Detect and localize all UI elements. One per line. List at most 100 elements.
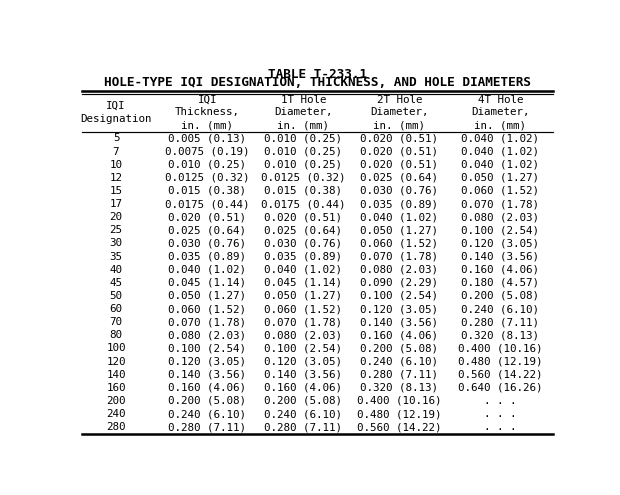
- Text: 0.480 (12.19): 0.480 (12.19): [458, 356, 542, 366]
- Text: 0.120 (3.05): 0.120 (3.05): [168, 356, 246, 366]
- Text: 20: 20: [110, 212, 122, 222]
- Text: 120: 120: [106, 356, 126, 366]
- Text: 0.180 (4.57): 0.180 (4.57): [461, 278, 539, 288]
- Text: 0.480 (12.19): 0.480 (12.19): [357, 409, 441, 419]
- Text: 0.040 (1.02): 0.040 (1.02): [461, 147, 539, 156]
- Text: 0.140 (3.56): 0.140 (3.56): [264, 370, 342, 380]
- Text: IQI
Thickness,
in. (mm): IQI Thickness, in. (mm): [175, 95, 240, 130]
- Text: 0.020 (0.51): 0.020 (0.51): [360, 147, 438, 156]
- Text: 0.240 (6.10): 0.240 (6.10): [264, 409, 342, 419]
- Text: 0.200 (5.08): 0.200 (5.08): [264, 396, 342, 406]
- Text: 25: 25: [110, 225, 122, 235]
- Text: 60: 60: [110, 304, 122, 314]
- Text: 12: 12: [110, 173, 122, 183]
- Text: 0.100 (2.54): 0.100 (2.54): [264, 344, 342, 353]
- Text: 0.240 (6.10): 0.240 (6.10): [168, 409, 246, 419]
- Text: 0.070 (1.78): 0.070 (1.78): [168, 317, 246, 327]
- Text: 0.140 (3.56): 0.140 (3.56): [461, 251, 539, 261]
- Text: 0.060 (1.52): 0.060 (1.52): [461, 186, 539, 196]
- Text: 280: 280: [106, 422, 126, 432]
- Text: 0.070 (1.78): 0.070 (1.78): [360, 251, 438, 261]
- Text: . . .: . . .: [484, 396, 516, 406]
- Text: 0.100 (2.54): 0.100 (2.54): [168, 344, 246, 353]
- Text: 0.0175 (0.44): 0.0175 (0.44): [261, 199, 345, 209]
- Text: 0.280 (7.11): 0.280 (7.11): [360, 370, 438, 380]
- Text: 0.025 (0.64): 0.025 (0.64): [168, 225, 246, 235]
- Text: 0.0125 (0.32): 0.0125 (0.32): [165, 173, 249, 183]
- Text: 240: 240: [106, 409, 126, 419]
- Text: 0.140 (3.56): 0.140 (3.56): [168, 370, 246, 380]
- Text: 15: 15: [110, 186, 122, 196]
- Text: 140: 140: [106, 370, 126, 380]
- Text: 0.010 (0.25): 0.010 (0.25): [168, 159, 246, 170]
- Text: 0.160 (4.06): 0.160 (4.06): [168, 383, 246, 393]
- Text: 0.040 (1.02): 0.040 (1.02): [360, 212, 438, 222]
- Text: 0.030 (0.76): 0.030 (0.76): [264, 239, 342, 248]
- Text: 0.240 (6.10): 0.240 (6.10): [360, 356, 438, 366]
- Text: 0.100 (2.54): 0.100 (2.54): [461, 225, 539, 235]
- Text: 0.070 (1.78): 0.070 (1.78): [461, 199, 539, 209]
- Text: 0.0125 (0.32): 0.0125 (0.32): [261, 173, 345, 183]
- Text: 0.015 (0.38): 0.015 (0.38): [264, 186, 342, 196]
- Text: 2T Hole
Diameter,
in. (mm): 2T Hole Diameter, in. (mm): [370, 95, 428, 130]
- Text: 200: 200: [106, 396, 126, 406]
- Text: 0.030 (0.76): 0.030 (0.76): [360, 186, 438, 196]
- Text: 0.050 (1.27): 0.050 (1.27): [264, 291, 342, 301]
- Text: 0.400 (10.16): 0.400 (10.16): [458, 344, 542, 353]
- Text: 80: 80: [110, 330, 122, 340]
- Text: 0.025 (0.64): 0.025 (0.64): [360, 173, 438, 183]
- Text: 0.320 (8.13): 0.320 (8.13): [461, 330, 539, 340]
- Text: 0.280 (7.11): 0.280 (7.11): [264, 422, 342, 432]
- Text: 0.080 (2.03): 0.080 (2.03): [168, 330, 246, 340]
- Text: 17: 17: [110, 199, 122, 209]
- Text: 45: 45: [110, 278, 122, 288]
- Text: 0.200 (5.08): 0.200 (5.08): [168, 396, 246, 406]
- Text: 0.080 (2.03): 0.080 (2.03): [360, 265, 438, 275]
- Text: 0.090 (2.29): 0.090 (2.29): [360, 278, 438, 288]
- Text: 5: 5: [113, 133, 119, 144]
- Text: 35: 35: [110, 251, 122, 261]
- Text: 0.060 (1.52): 0.060 (1.52): [360, 239, 438, 248]
- Text: 0.160 (4.06): 0.160 (4.06): [264, 383, 342, 393]
- Text: 0.040 (1.02): 0.040 (1.02): [168, 265, 246, 275]
- Text: 0.240 (6.10): 0.240 (6.10): [461, 304, 539, 314]
- Text: 160: 160: [106, 383, 126, 393]
- Text: . . .: . . .: [484, 409, 516, 419]
- Text: 0.035 (0.89): 0.035 (0.89): [360, 199, 438, 209]
- Text: 0.045 (1.14): 0.045 (1.14): [168, 278, 246, 288]
- Text: 0.010 (0.25): 0.010 (0.25): [264, 133, 342, 144]
- Text: 1T Hole
Diameter,
in. (mm): 1T Hole Diameter, in. (mm): [274, 95, 332, 130]
- Text: 0.020 (0.51): 0.020 (0.51): [168, 212, 246, 222]
- Text: 0.640 (16.26): 0.640 (16.26): [458, 383, 542, 393]
- Text: 0.320 (8.13): 0.320 (8.13): [360, 383, 438, 393]
- Text: 0.050 (1.27): 0.050 (1.27): [461, 173, 539, 183]
- Text: 0.280 (7.11): 0.280 (7.11): [461, 317, 539, 327]
- Text: 0.050 (1.27): 0.050 (1.27): [360, 225, 438, 235]
- Text: 0.080 (2.03): 0.080 (2.03): [461, 212, 539, 222]
- Text: 0.050 (1.27): 0.050 (1.27): [168, 291, 246, 301]
- Text: 30: 30: [110, 239, 122, 248]
- Text: 0.020 (0.51): 0.020 (0.51): [360, 159, 438, 170]
- Text: 0.005 (0.13): 0.005 (0.13): [168, 133, 246, 144]
- Text: 0.120 (3.05): 0.120 (3.05): [360, 304, 438, 314]
- Text: 4T Hole
Diameter,
in. (mm): 4T Hole Diameter, in. (mm): [471, 95, 529, 130]
- Text: 0.060 (1.52): 0.060 (1.52): [168, 304, 246, 314]
- Text: 0.160 (4.06): 0.160 (4.06): [360, 330, 438, 340]
- Text: 0.040 (1.02): 0.040 (1.02): [461, 159, 539, 170]
- Text: 0.200 (5.08): 0.200 (5.08): [360, 344, 438, 353]
- Text: 0.015 (0.38): 0.015 (0.38): [168, 186, 246, 196]
- Text: 0.040 (1.02): 0.040 (1.02): [461, 133, 539, 144]
- Text: 100: 100: [106, 344, 126, 353]
- Text: 0.010 (0.25): 0.010 (0.25): [264, 147, 342, 156]
- Text: 0.120 (3.05): 0.120 (3.05): [264, 356, 342, 366]
- Text: 0.020 (0.51): 0.020 (0.51): [264, 212, 342, 222]
- Text: 10: 10: [110, 159, 122, 170]
- Text: 0.010 (0.25): 0.010 (0.25): [264, 159, 342, 170]
- Text: HOLE-TYPE IQI DESIGNATION, THICKNESS, AND HOLE DIAMETERS: HOLE-TYPE IQI DESIGNATION, THICKNESS, AN…: [104, 76, 531, 89]
- Text: 0.040 (1.02): 0.040 (1.02): [264, 265, 342, 275]
- Text: . . .: . . .: [484, 422, 516, 432]
- Text: 0.030 (0.76): 0.030 (0.76): [168, 239, 246, 248]
- Text: 0.560 (14.22): 0.560 (14.22): [357, 422, 441, 432]
- Text: 40: 40: [110, 265, 122, 275]
- Text: 0.035 (0.89): 0.035 (0.89): [264, 251, 342, 261]
